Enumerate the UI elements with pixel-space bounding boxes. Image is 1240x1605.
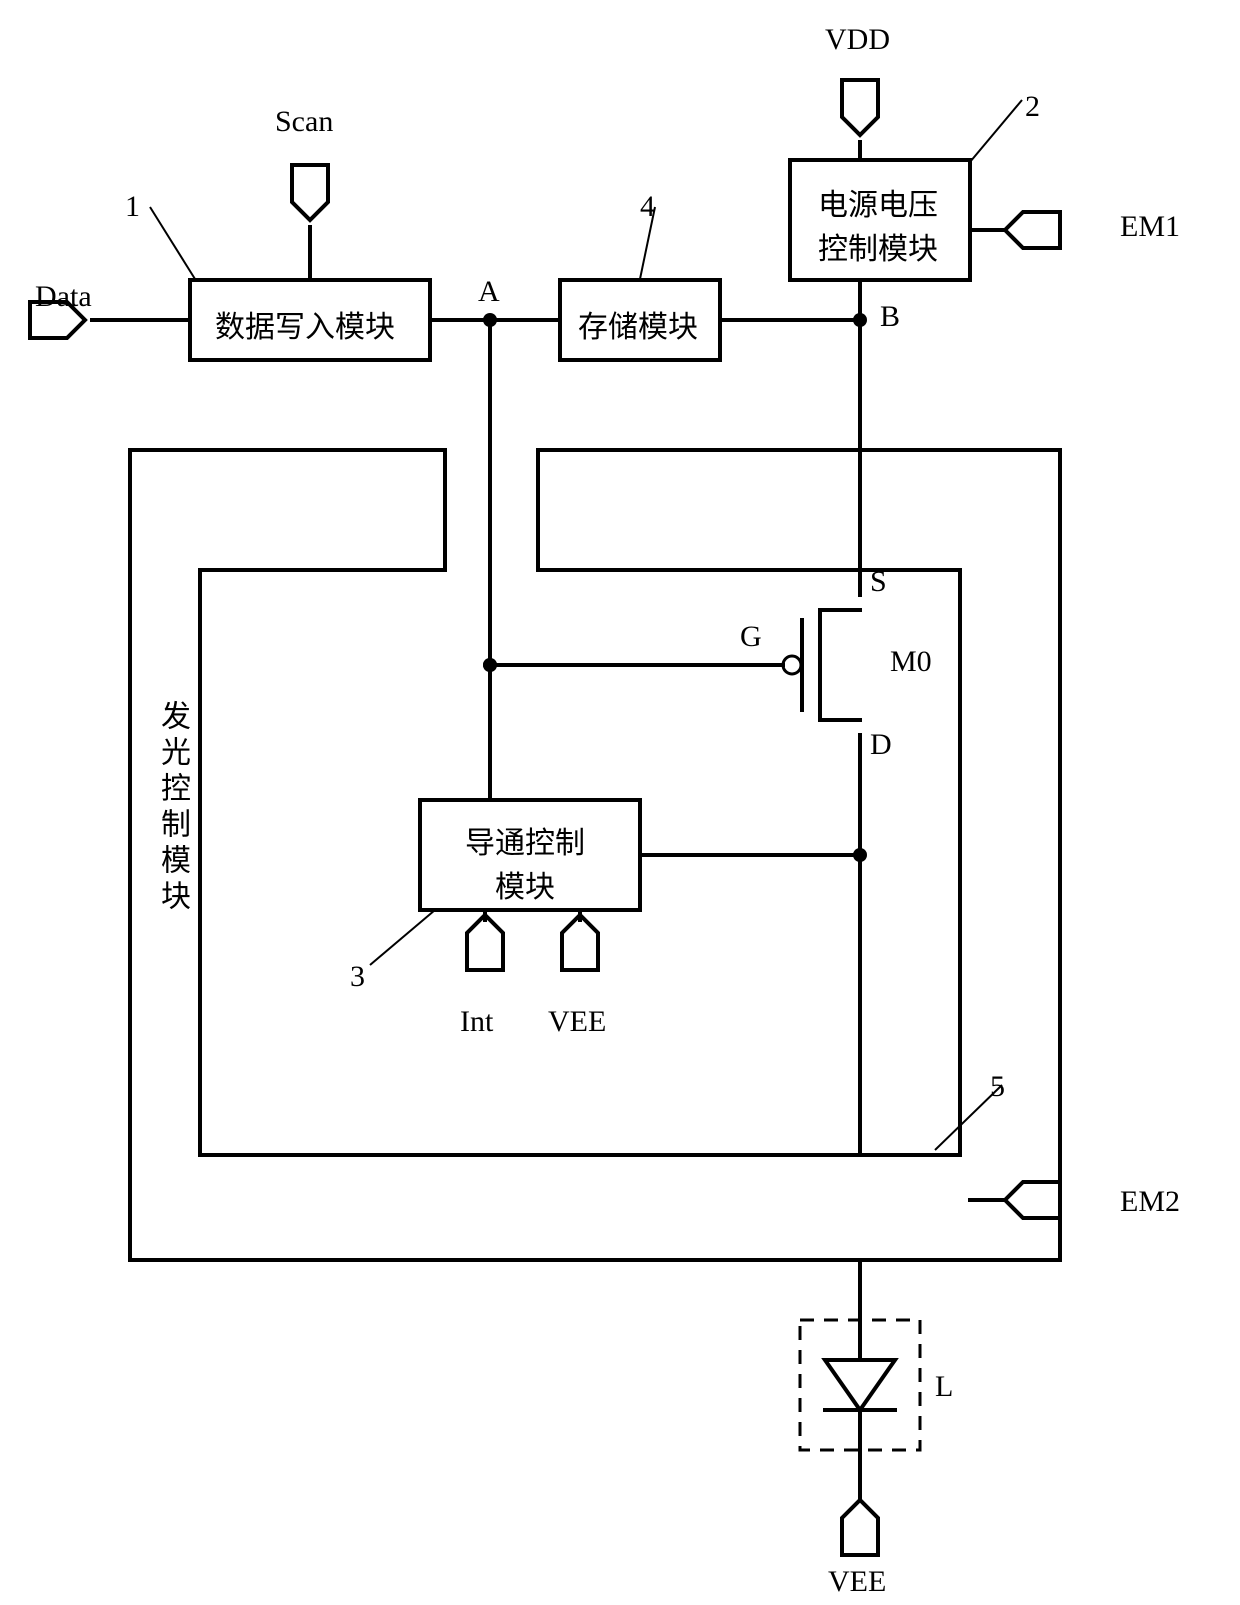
pin-em2-label: EM2 — [1120, 1185, 1180, 1219]
power-ctrl-label: 电源电压控制模块 — [818, 180, 938, 268]
diagram-stage: 数据写入模块 1 存储模块 4 电源电压控制模块 2 导通控制模块 3 5 发光控制模块 G S D M0… — [0, 0, 1240, 1605]
cond-ctrl-label: 导通控制模块 — [465, 818, 585, 906]
pin-data-label: Data — [35, 280, 92, 314]
data-write-label: 数据写入模块 — [215, 302, 395, 346]
storage-label: 存储模块 — [578, 302, 698, 346]
ref-2: 2 — [1025, 90, 1040, 124]
pin-vdd-label: VDD — [825, 23, 890, 57]
node-A-label: A — [478, 275, 500, 309]
m0-s-label: S — [870, 565, 887, 599]
ref-1: 1 — [125, 190, 140, 224]
pin-vee1-label: VEE — [548, 1005, 606, 1039]
m0-label: M0 — [890, 645, 932, 679]
pin-int-label: Int — [460, 1005, 493, 1039]
ref-3: 3 — [350, 960, 365, 994]
led-label: L — [935, 1370, 953, 1404]
pin-scan-label: Scan — [275, 105, 333, 139]
ref-5: 5 — [990, 1070, 1005, 1104]
pin-vee2-label: VEE — [828, 1565, 886, 1599]
node-B-label: B — [880, 300, 900, 334]
pin-em1-label: EM1 — [1120, 210, 1180, 244]
ref-4: 4 — [640, 190, 655, 224]
m0-g-label: G — [740, 620, 762, 654]
m0-d-label: D — [870, 728, 892, 762]
emit-ctrl-label: 发光控制模块 — [150, 700, 194, 916]
